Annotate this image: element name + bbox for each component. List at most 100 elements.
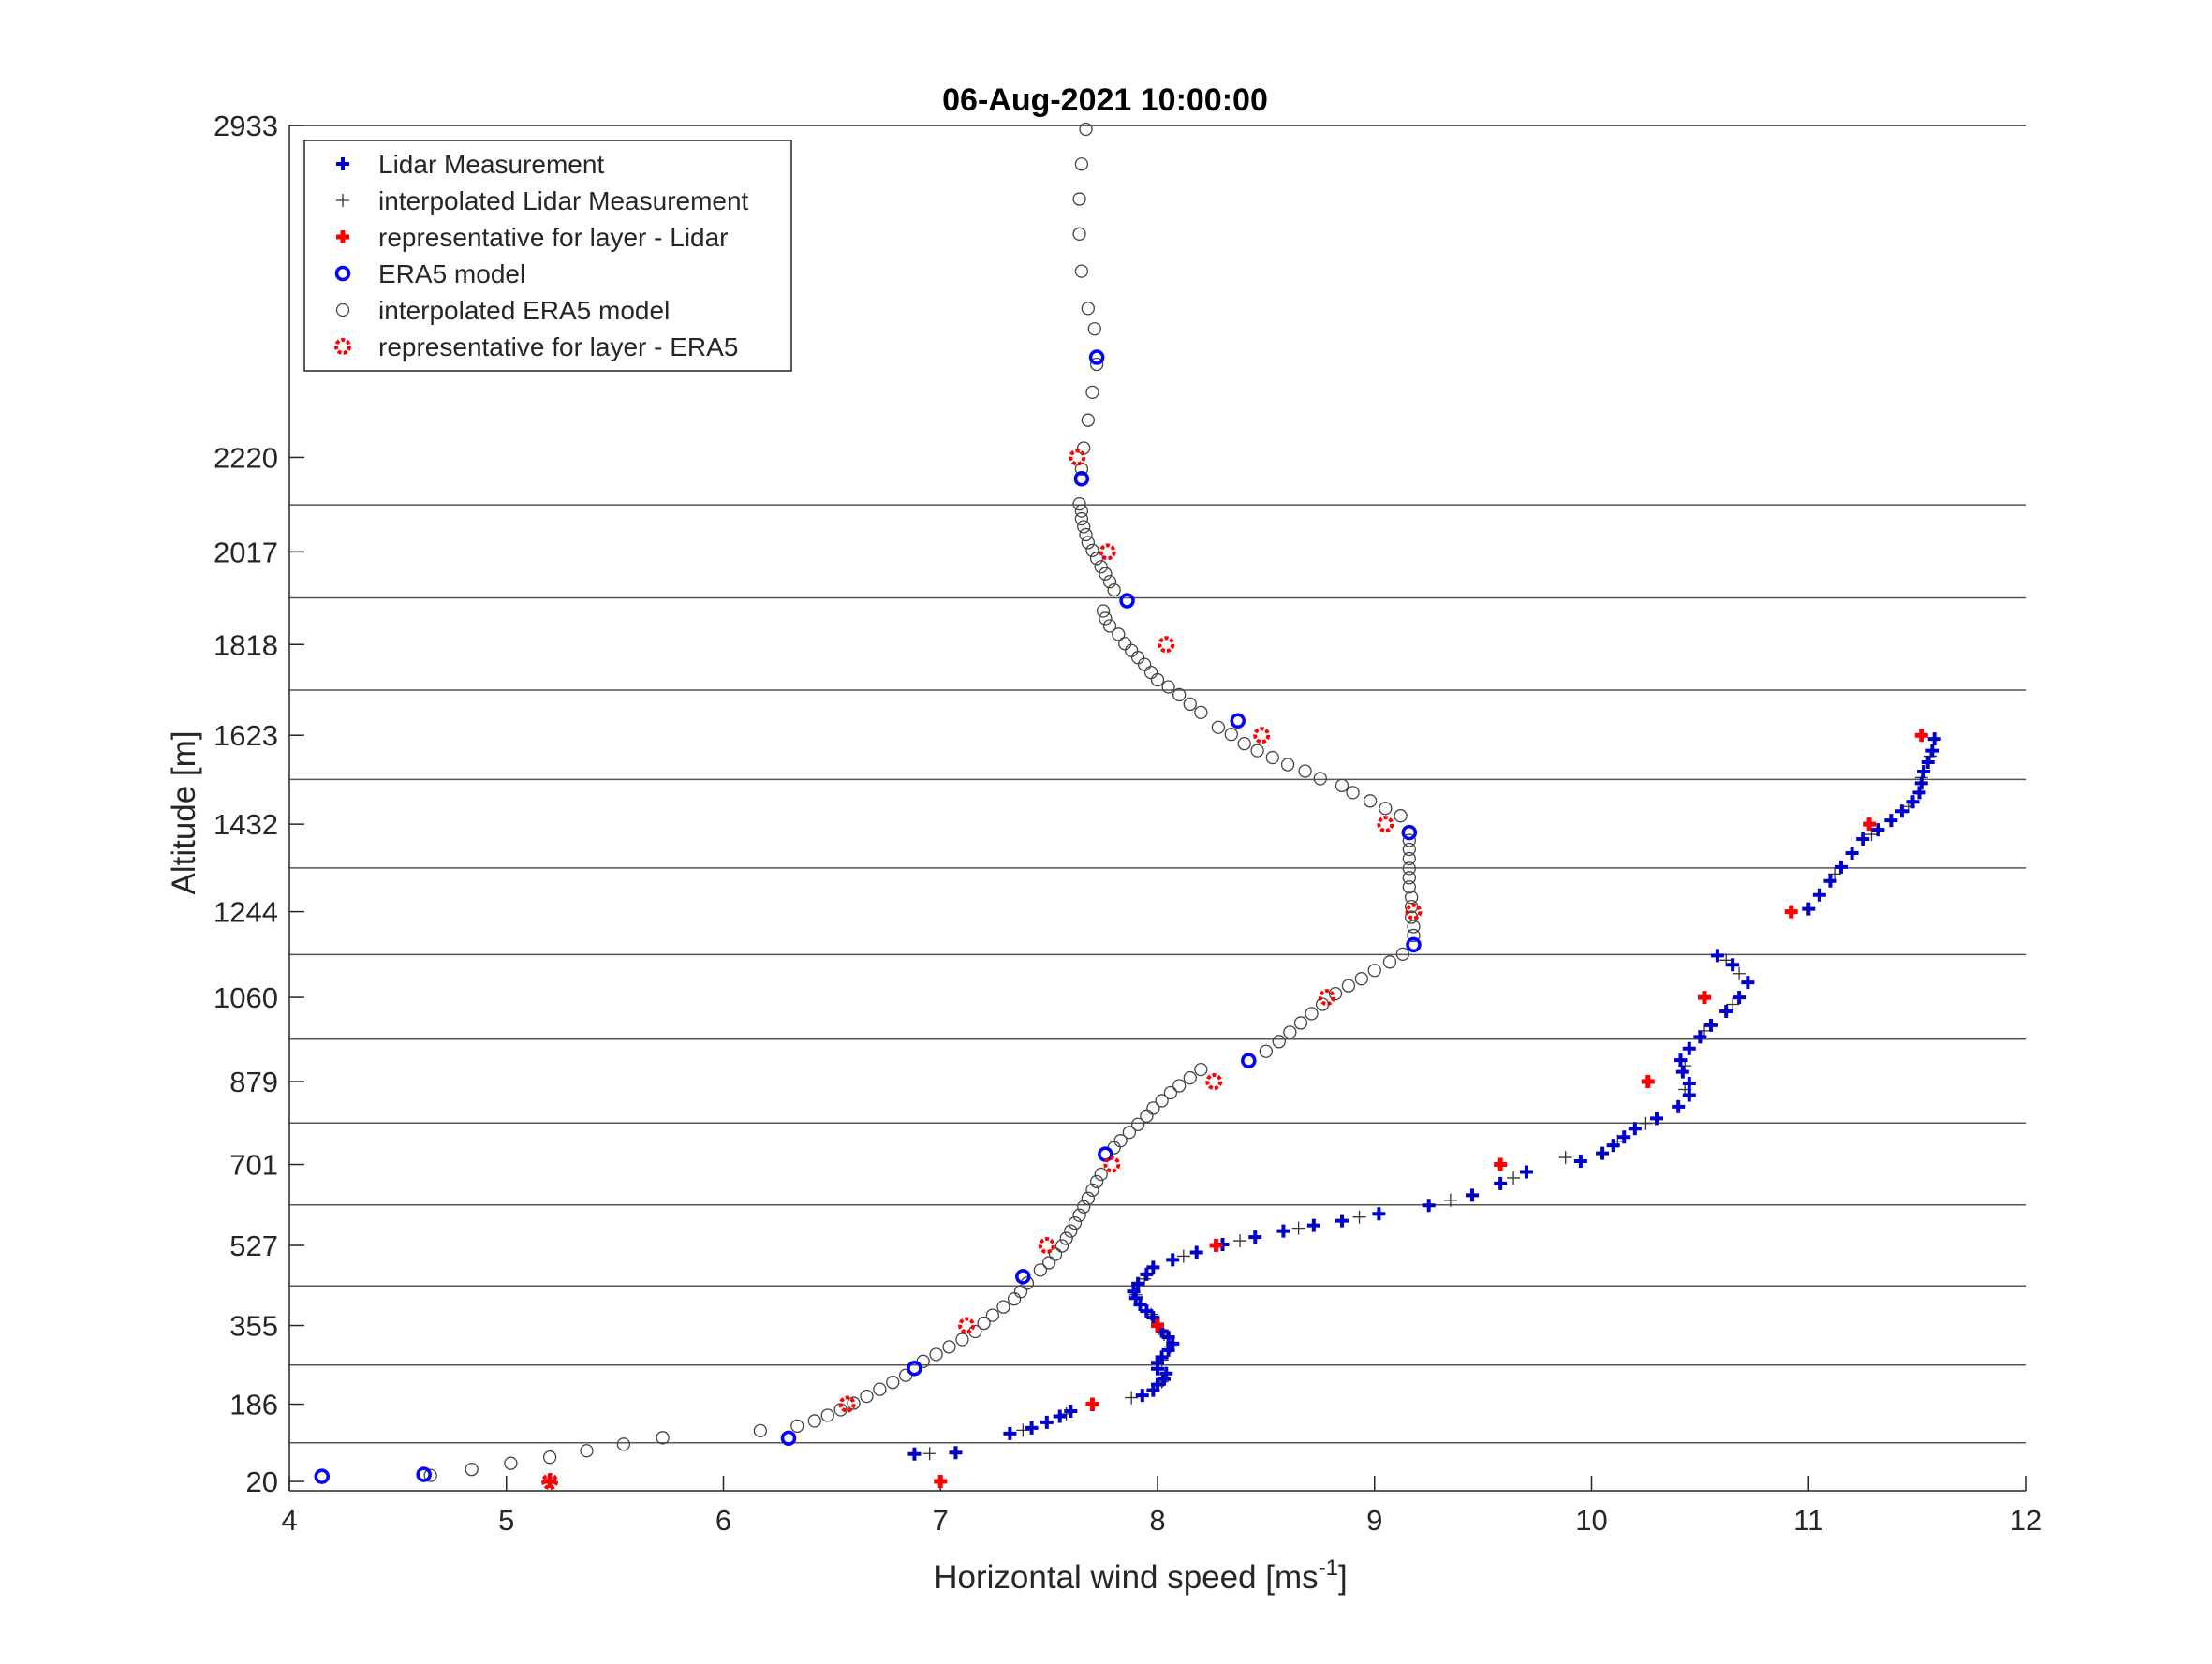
series-4-point-24 — [996, 1300, 1010, 1314]
series-3-point-0 — [314, 1468, 331, 1484]
series-4-point-121 — [1074, 264, 1089, 278]
series-4-point-107 — [1085, 543, 1099, 558]
y-tick-label-7: 1244 — [214, 896, 278, 929]
x-tick-label-0: 4 — [281, 1504, 297, 1537]
series-5-point-4 — [1103, 1156, 1121, 1173]
series-4-point-58 — [1328, 986, 1343, 1001]
series-4-point-49 — [1172, 1079, 1187, 1093]
series-0-point-65 — [1856, 832, 1870, 847]
series-4-point-77 — [1363, 794, 1378, 808]
series-0-point-33 — [1276, 1224, 1290, 1238]
series-4-point-102 — [1107, 582, 1121, 597]
x-tick-label-2: 6 — [715, 1504, 731, 1537]
series-4-point-87 — [1211, 720, 1226, 734]
x-axis-label-end: ] — [1338, 1559, 1348, 1596]
series-4-point-46 — [1146, 1101, 1160, 1115]
series-0-point-26 — [1131, 1276, 1145, 1290]
series-5-point-3 — [1038, 1237, 1055, 1255]
series-4-point-122 — [1072, 227, 1086, 241]
series-4-point-99 — [1102, 619, 1117, 633]
series-0-point-24 — [1128, 1291, 1143, 1305]
series-4-point-2 — [504, 1456, 518, 1470]
series-4-point-91 — [1161, 680, 1175, 694]
series-0-point-51 — [1674, 1053, 1688, 1068]
series-layer — [314, 122, 1941, 1491]
series-4-point-101 — [1096, 604, 1111, 618]
series-4-point-62 — [1382, 955, 1397, 969]
series-5-point-5 — [1205, 1073, 1223, 1091]
y-tick-label-12: 2220 — [214, 441, 278, 474]
series-0-point-35 — [1335, 1214, 1349, 1228]
series-4-point-7 — [753, 1423, 768, 1438]
legend-entry-4: interpolated ERA5 model — [378, 296, 670, 325]
series-1-point-16 — [1507, 1171, 1521, 1185]
series-4-point-3 — [542, 1450, 557, 1465]
series-0-point-67 — [1884, 814, 1898, 828]
series-4-point-51 — [1194, 1062, 1208, 1077]
series-3-point-10 — [1119, 593, 1135, 609]
x-axis-label: Horizontal wind speed [ms-1] — [934, 1555, 1348, 1596]
legend-marker-1 — [336, 194, 349, 207]
legend-marker-0 — [336, 157, 349, 170]
series-4-point-111 — [1074, 511, 1089, 526]
x-tick-label-8: 12 — [2010, 1504, 2042, 1537]
series-4-point-98 — [1112, 627, 1126, 641]
series-3-point-8 — [1401, 824, 1418, 841]
series-3-point-7 — [1406, 936, 1422, 953]
series-4-point-125 — [1079, 122, 1093, 137]
y-tick-label-13: 2933 — [214, 110, 278, 142]
series-4-point-76 — [1379, 802, 1393, 816]
series-5-point-8 — [1377, 816, 1394, 833]
legend-entry-3: ERA5 model — [378, 259, 525, 288]
series-4-point-124 — [1074, 157, 1089, 171]
series-0-point-28 — [1146, 1260, 1160, 1274]
series-0-point-61 — [1812, 888, 1826, 902]
series-0-point-1 — [949, 1446, 963, 1460]
series-5 — [541, 449, 1423, 1491]
series-4-point-113 — [1072, 496, 1086, 511]
series-4-point-64 — [1407, 928, 1421, 943]
series-0-point-36 — [1372, 1207, 1386, 1221]
y-tick-label-2: 355 — [229, 1310, 278, 1343]
series-4-point-39 — [1089, 1174, 1104, 1189]
series-0-point-39 — [1494, 1176, 1508, 1190]
series-4 — [423, 122, 1421, 1482]
series-4-point-37 — [1081, 1191, 1095, 1205]
series-0-point-54 — [1703, 1018, 1718, 1032]
series-4-point-86 — [1224, 728, 1238, 742]
series-1-point-0 — [922, 1447, 936, 1461]
series-4-point-26 — [1013, 1285, 1028, 1299]
series-4-point-19 — [942, 1340, 956, 1354]
series-0-point-47 — [1672, 1099, 1686, 1113]
x-tick-label-3: 7 — [933, 1504, 949, 1537]
series-5-point-9 — [1253, 727, 1271, 744]
series-4-point-79 — [1335, 778, 1349, 793]
series-3 — [314, 349, 1422, 1484]
series-4-point-63 — [1395, 947, 1410, 961]
series-4-point-54 — [1283, 1025, 1297, 1039]
series-0-point-4 — [1040, 1415, 1054, 1429]
series-4-point-20 — [955, 1333, 969, 1347]
series-0-point-5 — [1053, 1409, 1067, 1423]
series-4-point-85 — [1237, 737, 1251, 751]
series-4-point-50 — [1183, 1070, 1197, 1085]
series-4-point-30 — [1048, 1247, 1063, 1261]
series-4-point-117 — [1085, 385, 1099, 399]
series-0-point-63 — [1835, 860, 1849, 874]
series-0-point-66 — [1871, 823, 1885, 837]
series-2-point-7 — [1698, 991, 1712, 1005]
series-1-point-3 — [1125, 1391, 1139, 1405]
series-2-point-3 — [1151, 1318, 1164, 1333]
y-tick-label-5: 879 — [229, 1066, 278, 1098]
series-4-point-103 — [1102, 575, 1117, 589]
series-1-point-17 — [1558, 1151, 1572, 1165]
series-2-point-4 — [1209, 1239, 1223, 1253]
series-4-point-112 — [1074, 504, 1089, 518]
series-4-point-72 — [1402, 851, 1416, 866]
series-1-point-11 — [1176, 1249, 1190, 1263]
series-0-point-46 — [1650, 1112, 1664, 1126]
series-5-point-2 — [958, 1317, 976, 1334]
legend-box — [303, 140, 792, 372]
series-3-point-4 — [1015, 1269, 1031, 1285]
series-4-point-80 — [1313, 772, 1327, 786]
